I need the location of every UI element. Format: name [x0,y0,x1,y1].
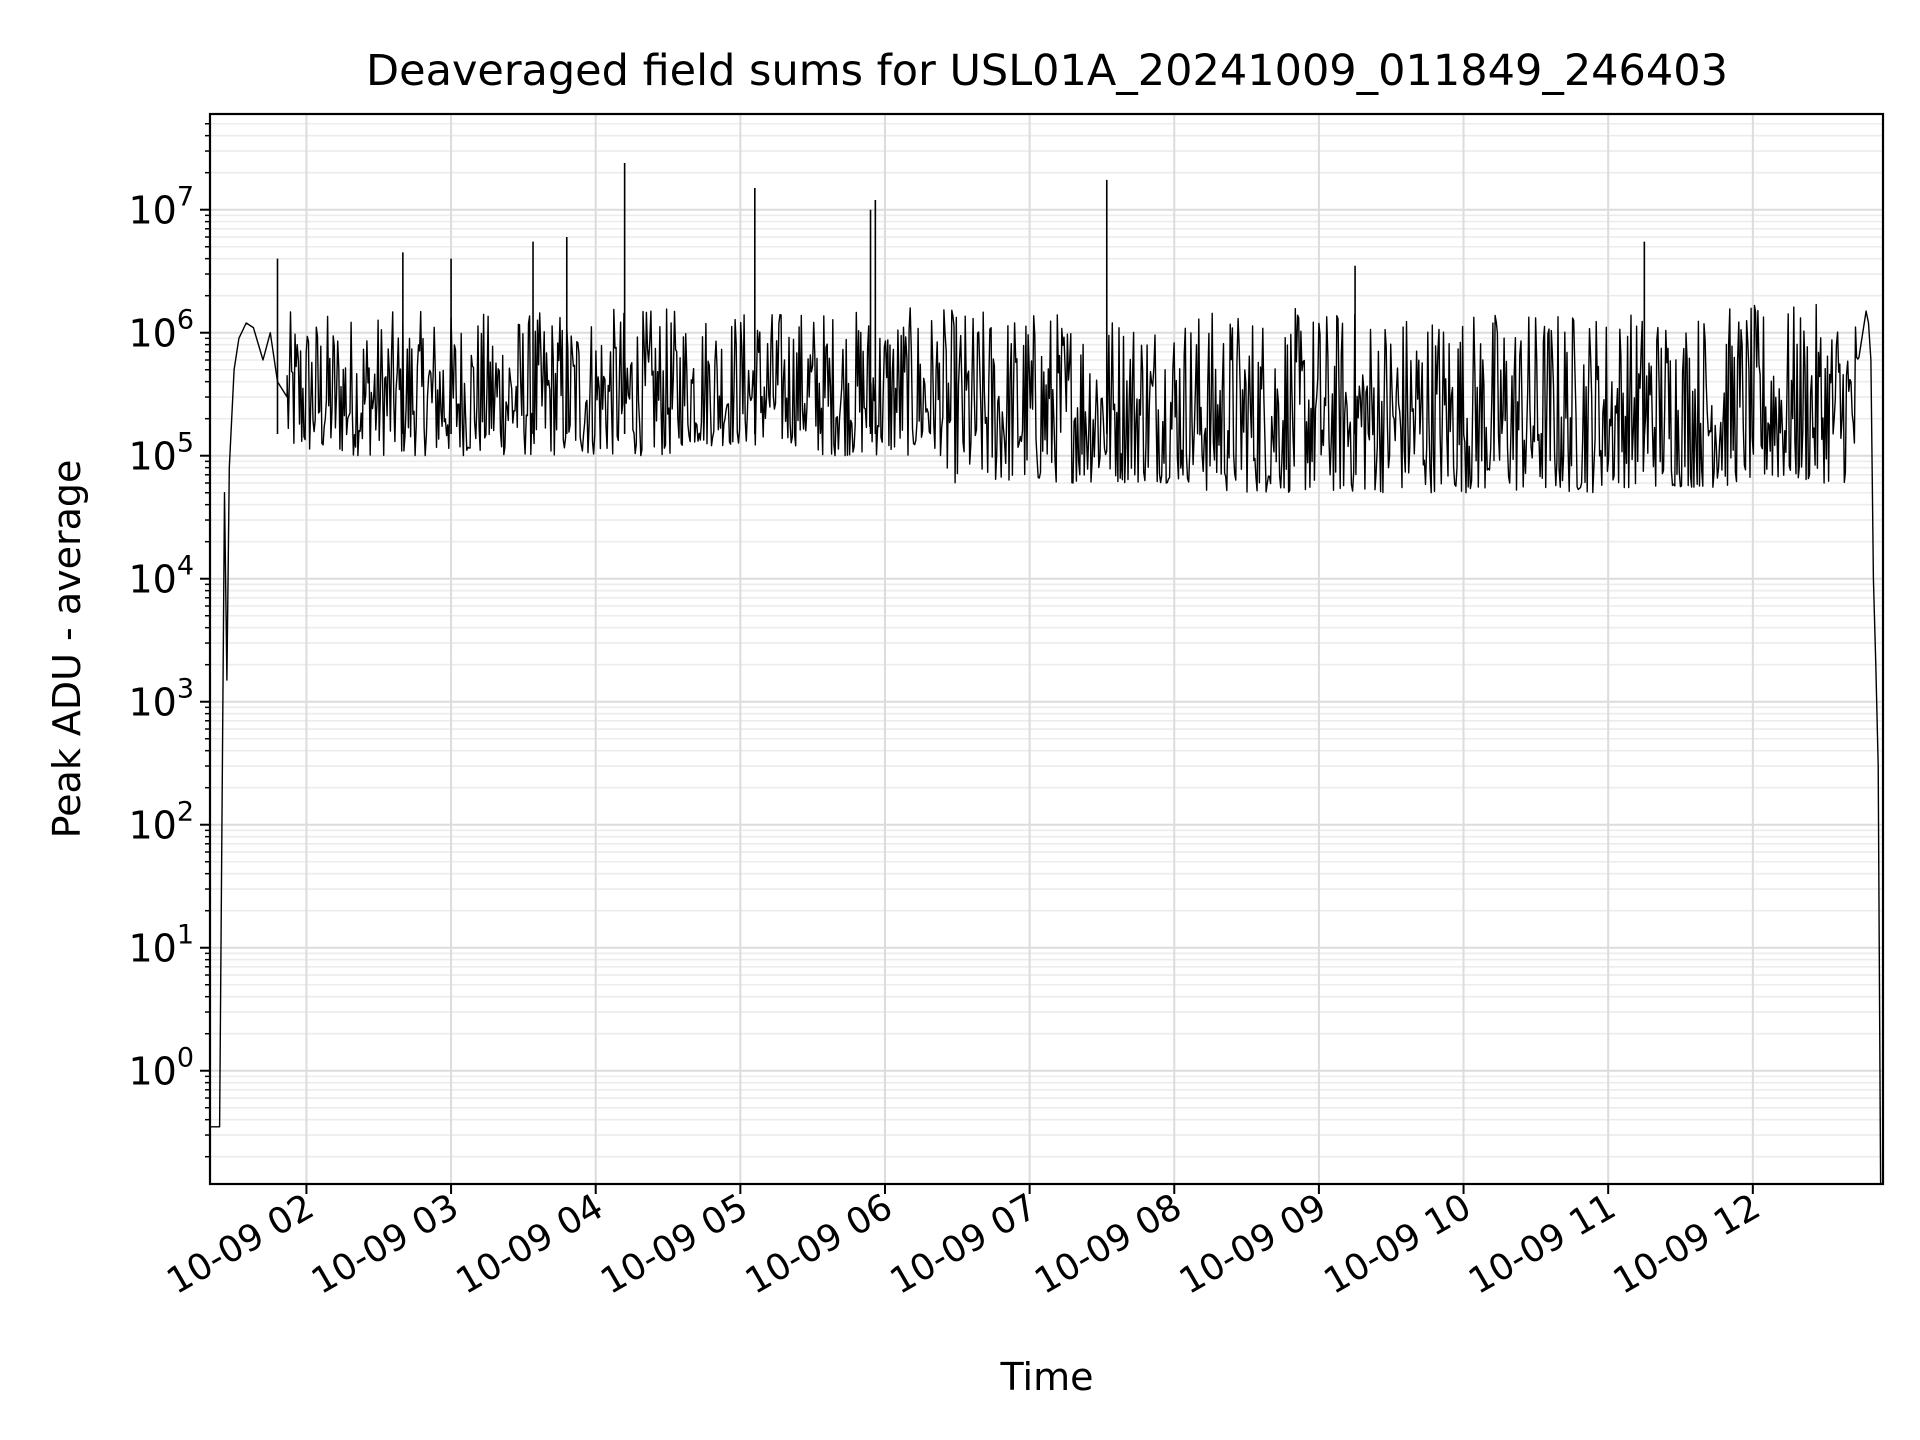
y-tick-label: 104 [128,551,194,602]
plot-frame [208,112,1885,1186]
series-line [210,303,1882,1185]
data-layer [210,162,1882,1185]
y-tick-label: 103 [128,674,194,725]
y-tick-label: 102 [128,797,194,848]
grid-layer [210,114,1883,1184]
y-axis-label: Peak ADU - average [45,460,89,839]
y-tick-label: 107 [128,182,194,233]
y-tick-label: 100 [128,1043,194,1094]
y-tick-label: 106 [128,305,194,356]
y-tick-label: 105 [128,428,194,479]
y-tick-label: 101 [128,920,194,971]
chart-title: Deaveraged field sums for USL01A_2024100… [366,46,1728,96]
x-axis-label: Time [1000,1355,1094,1399]
